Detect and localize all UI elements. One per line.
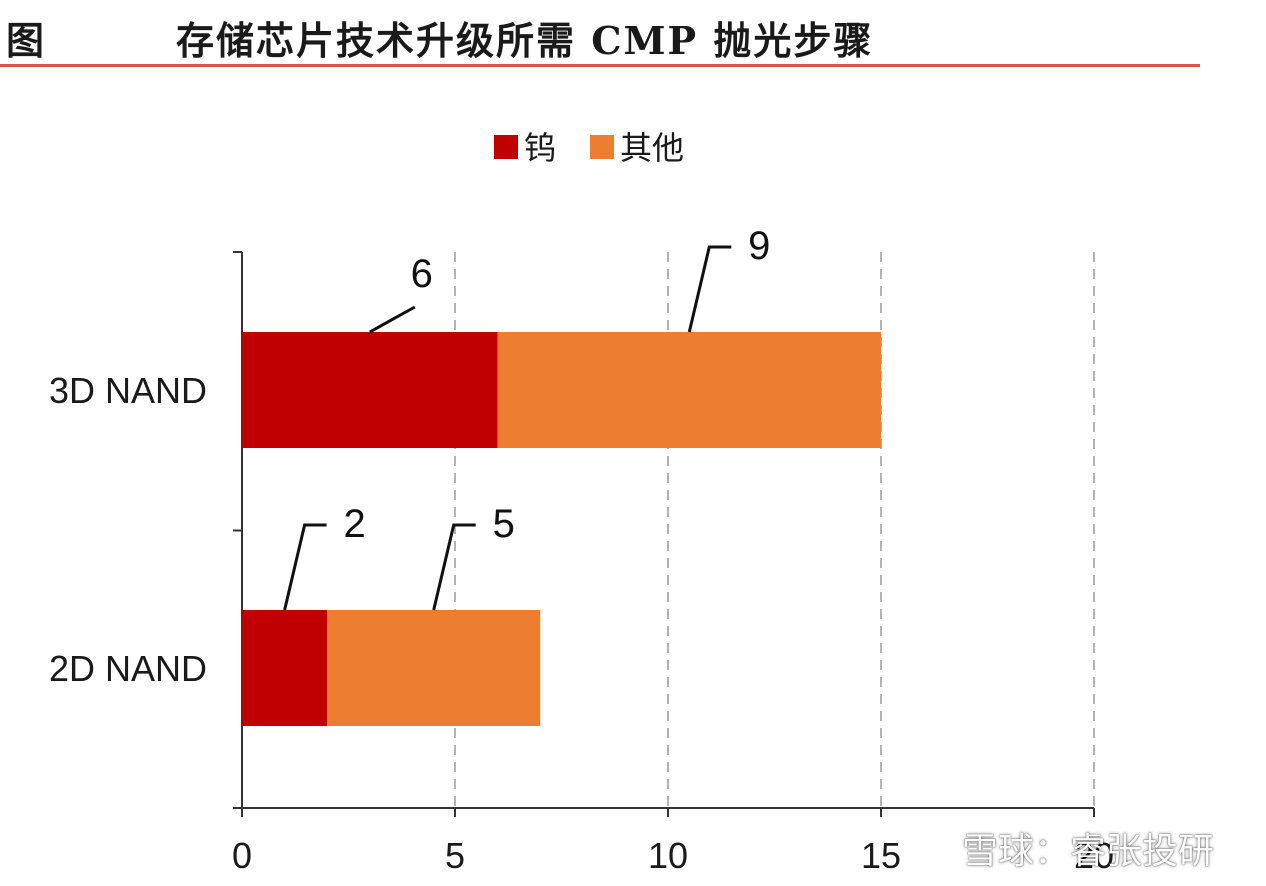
x-tick-label: 20	[1074, 835, 1114, 876]
legend-swatch	[590, 135, 614, 159]
title-divider	[0, 64, 1200, 67]
x-tick-label: 0	[232, 835, 252, 876]
figure-label: 图	[6, 18, 45, 63]
figure-header: 图 存储芯片技术升级所需 CMP 抛光步骤	[0, 0, 1200, 68]
category-label: 3D NAND	[49, 370, 207, 411]
x-tick-label: 5	[445, 835, 465, 876]
bar-segment	[327, 610, 541, 726]
snowball-logo-icon	[917, 830, 953, 866]
data-label: 5	[493, 502, 515, 546]
data-label-leader	[283, 523, 327, 611]
legend-swatch	[494, 135, 518, 159]
data-label: 6	[411, 252, 433, 296]
watermark: 雪球：睿张投研	[916, 820, 1246, 876]
data-label-leader	[687, 245, 732, 333]
watermark-text: 雪球：睿张投研	[962, 831, 1215, 872]
category-label: 2D NAND	[49, 648, 207, 689]
x-tick-label: 15	[861, 835, 901, 876]
legend-label: 其他	[620, 129, 684, 167]
figure-title: 存储芯片技术升级所需 CMP 抛光步骤	[176, 18, 874, 63]
data-label-leader	[369, 305, 416, 334]
x-tick-label: 10	[648, 835, 688, 876]
data-label: 9	[748, 224, 770, 268]
legend-label: 钨	[524, 129, 556, 167]
bar-segment	[497, 332, 881, 448]
bar-segment	[242, 332, 498, 448]
bar-segment	[242, 610, 328, 726]
data-label: 2	[343, 502, 365, 546]
data-label-leader	[432, 523, 476, 611]
